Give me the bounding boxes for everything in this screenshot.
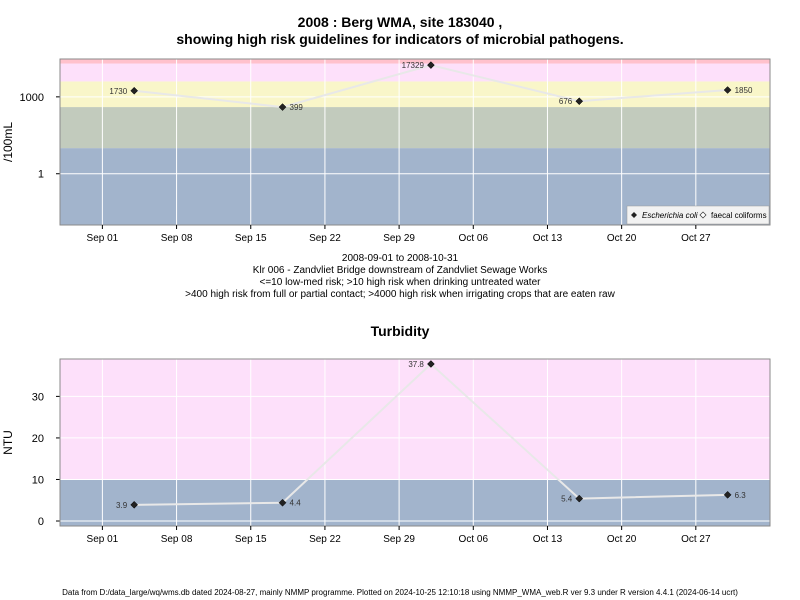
x-tick-label-7: Oct 20 — [607, 233, 637, 244]
data-label: 1730 — [109, 87, 127, 96]
y-tick-label-1: 1000 — [20, 92, 44, 104]
x-tick-label-4: Sep 29 — [383, 534, 415, 545]
x-tick-label-0: Sep 01 — [87, 534, 119, 545]
data-point — [723, 86, 732, 94]
data-label: 6.3 — [735, 491, 747, 500]
x-tick-label-8: Oct 27 — [681, 534, 711, 545]
footer-note: Data from D:/data_large/wq/wms.db dated … — [62, 588, 738, 597]
data-label: 5.4 — [561, 495, 573, 504]
y-tick-label-0: 0 — [38, 516, 44, 528]
x-tick-label-1: Sep 08 — [161, 534, 193, 545]
y-axis-label: /100mL — [1, 122, 15, 162]
risk-band-2 — [60, 81, 770, 108]
data-label: 3.9 — [116, 501, 128, 510]
x-tick-label-4: Sep 29 — [383, 233, 415, 244]
data-point — [130, 86, 139, 95]
x-tick-label-6: Oct 13 — [533, 534, 563, 545]
x-tick-label-3: Sep 22 — [309, 534, 341, 545]
microbial-chart: 1 1000 Sep 01 Sep 08 Sep 15 Sep 22 Sep 29 Oct 0… — [1, 58, 771, 244]
data-point — [278, 498, 287, 507]
y-tick-label-2: 20 — [32, 433, 44, 445]
x-tick-label-6: Oct 13 — [533, 233, 563, 244]
data-label: 399 — [290, 103, 304, 112]
x-tick-label-5: Oct 06 — [459, 233, 489, 244]
x-tick-label-3: Sep 22 — [309, 233, 341, 244]
x-tick-label-7: Oct 20 — [607, 534, 637, 545]
chart-title-line2: showing high risk guidelines for indicat… — [176, 31, 624, 47]
y-tick-label-1: 10 — [32, 474, 44, 486]
data-label: 17329 — [402, 61, 425, 70]
y-tick-label-3: 30 — [32, 391, 44, 403]
plot-frame — [59, 358, 771, 527]
y-tick-label-0: 1 — [38, 169, 44, 181]
x-tick-label-2: Sep 15 — [235, 233, 267, 244]
x-tick-label-0: Sep 01 — [87, 233, 119, 244]
risk-band-4 — [60, 59, 770, 64]
risk-band-3 — [60, 63, 770, 82]
x-tick-label-8: Oct 27 — [681, 233, 711, 244]
chart-title-line1: 2008 : Berg WMA, site 183040 , — [297, 14, 503, 30]
data-label: 1850 — [735, 86, 753, 95]
x-tick-label-5: Oct 06 — [459, 534, 489, 545]
risk-band-0 — [60, 479, 770, 526]
legend-faecal-label: faecal coliforms — [711, 211, 767, 220]
risk-note-2: >400 high risk from full or partial cont… — [185, 289, 615, 300]
risk-note-1: <=10 low-med risk; >10 high risk when dr… — [259, 277, 541, 288]
date-range-note: 2008-09-01 to 2008-10-31 — [341, 253, 459, 264]
data-point — [278, 103, 287, 111]
x-tick-label-1: Sep 08 — [161, 233, 193, 244]
y-axis-label: NTU — [1, 430, 15, 455]
x-tick-label-2: Sep 15 — [235, 534, 267, 545]
site-note: Klr 006 - Zandvliet Bridge downstream of… — [252, 265, 548, 276]
legend-faecal-marker — [699, 211, 707, 219]
data-point — [723, 490, 732, 499]
data-point — [575, 494, 584, 503]
legend-ecoli-label: Escherichia coli — [642, 211, 698, 220]
legend-ecoli-marker — [631, 212, 637, 218]
data-point — [130, 500, 139, 509]
legend-box — [626, 205, 770, 225]
legend: Escherichia coli faecal coliforms — [626, 205, 770, 225]
turbidity-chart: 0 10 20 30 Sep 01 Sep 08 Sep 15 Sep 22 Sep 29 Oct… — [1, 358, 771, 545]
plot-frame — [59, 58, 771, 226]
data-point — [575, 97, 584, 106]
data-label: 37.8 — [408, 360, 424, 369]
data-label: 4.4 — [290, 499, 302, 508]
data-label: 676 — [559, 97, 573, 106]
turbidity-title: Turbidity — [370, 323, 430, 339]
data-point — [427, 360, 435, 368]
risk-band-1 — [60, 359, 770, 480]
risk-band-1 — [60, 107, 770, 149]
data-point — [427, 61, 435, 69]
